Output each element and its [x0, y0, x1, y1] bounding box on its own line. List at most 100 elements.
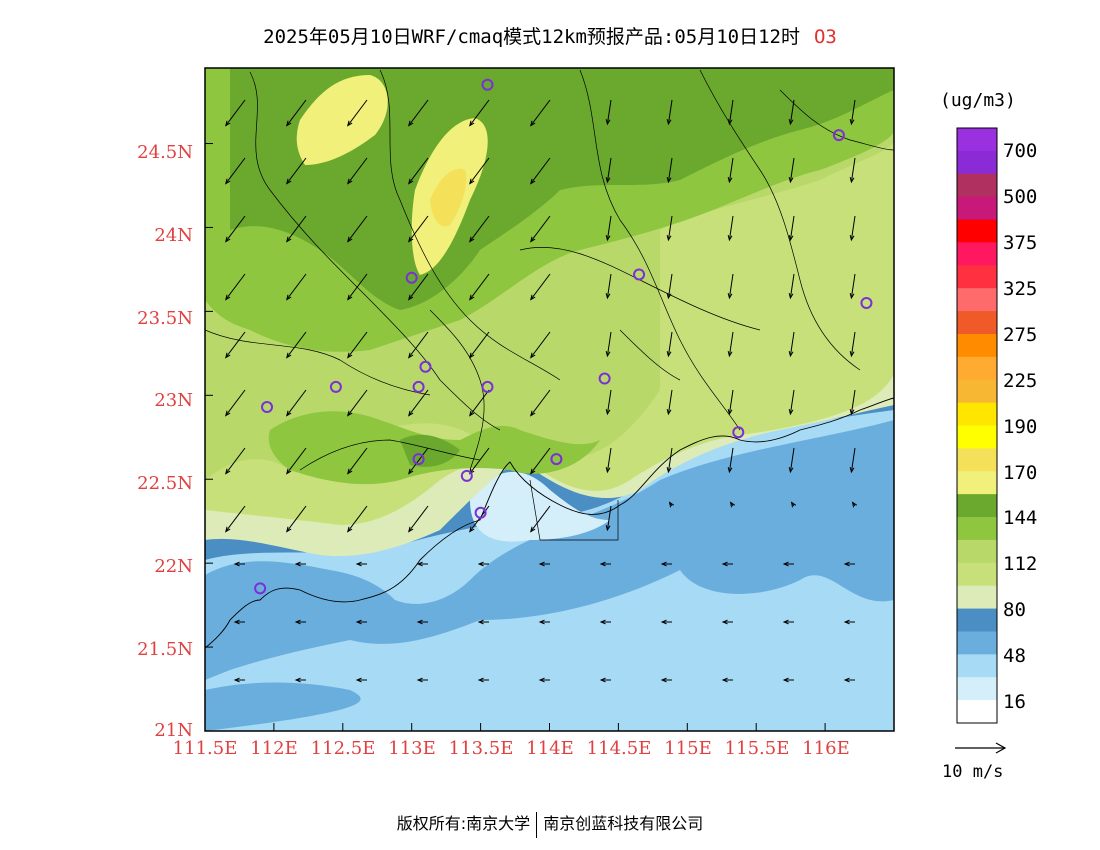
- colorbar-swatch: [957, 402, 997, 426]
- wind-arrow: [788, 331, 795, 358]
- wind-arrow: [788, 447, 795, 474]
- colorbar-swatch: [957, 265, 997, 289]
- station-marker: [860, 296, 873, 309]
- colorbar-swatch: [957, 700, 997, 724]
- wind-arrow: [530, 447, 551, 475]
- wind-arrow: [849, 99, 856, 126]
- x-tick-label: 113.5E: [448, 738, 514, 759]
- wind-arrow: [408, 505, 429, 533]
- wind-arrow: [666, 447, 673, 474]
- wind-arrow: [408, 99, 429, 127]
- station-marker: [329, 380, 342, 393]
- station-marker: [481, 380, 494, 393]
- wind-arrow: [849, 331, 856, 358]
- footer-divider: [536, 811, 538, 838]
- wind-arrow: [347, 273, 368, 301]
- wind-arrow: [225, 215, 246, 243]
- wind-arrow: [347, 447, 368, 475]
- wind-arrow: [788, 99, 795, 126]
- wind-arrow: [225, 389, 246, 417]
- colorbar-swatch: [957, 196, 997, 221]
- station-marker: [254, 582, 267, 595]
- wind-arrow: [233, 619, 245, 625]
- wind-arrow: [469, 215, 490, 243]
- colorbar-label: 170: [1003, 462, 1038, 484]
- wind-arrow: [233, 677, 245, 683]
- copyright-footer: 版权所有:南京大学 南京创蓝科技有限公司: [0, 810, 1100, 838]
- wind-arrow: [408, 331, 429, 359]
- wind-arrow: [225, 273, 246, 301]
- title-main: 2025年05月10日WRF/cmaq模式12km预报产品:05月10日12时: [263, 26, 800, 48]
- wind-arrow: [843, 561, 855, 567]
- wind-arrow: [849, 215, 856, 242]
- wind-arrow: [843, 677, 855, 683]
- wind-arrow: [408, 447, 429, 475]
- colorbar-label: 225: [1003, 370, 1038, 392]
- y-tick-label: 22.5N: [137, 473, 193, 494]
- wind-arrow: [666, 99, 673, 126]
- wind-reference-label: 10 m/s: [942, 762, 1004, 782]
- wind-arrow: [729, 501, 736, 508]
- wind-arrow: [721, 677, 733, 683]
- wind-arrow: [599, 677, 611, 683]
- wind-vectors: [225, 99, 858, 683]
- station-marker: [732, 426, 745, 439]
- wind-arrow: [538, 561, 550, 567]
- colorbar-swatch: [957, 219, 997, 243]
- station-marker: [481, 78, 494, 91]
- colorbar-label: 190: [1003, 416, 1038, 438]
- wind-arrow: [347, 505, 368, 533]
- wind-arrow: [286, 273, 307, 301]
- wind-arrow: [355, 561, 367, 567]
- wind-arrow: [347, 157, 368, 185]
- wind-arrow: [605, 215, 612, 242]
- colorbar-label: 275: [1003, 324, 1038, 346]
- colorbar-label: 325: [1003, 278, 1038, 300]
- wind-arrow: [727, 273, 734, 300]
- colorbar-swatch: [957, 288, 997, 312]
- wind-arrow: [605, 157, 612, 184]
- wind-arrow: [225, 447, 246, 475]
- wind-arrow: [286, 215, 307, 243]
- wind-arrow: [408, 215, 429, 243]
- wind-arrow: [782, 561, 794, 567]
- wind-arrow: [782, 619, 794, 625]
- colorbar-swatch: [957, 539, 997, 564]
- wind-arrow: [666, 273, 673, 300]
- colorbar-swatch: [957, 677, 997, 701]
- station-marker: [550, 453, 563, 466]
- wind-arrow: [788, 273, 795, 300]
- wind-arrow: [530, 99, 551, 127]
- x-tick-label: 115.5E: [724, 738, 790, 759]
- footer-left: 版权所有:南京大学: [396, 814, 531, 833]
- x-tick-label: 115E: [664, 738, 712, 759]
- wind-arrow: [294, 677, 306, 683]
- wind-arrow: [530, 389, 551, 417]
- colorbar-swatch: [957, 631, 997, 655]
- wind-arrow: [538, 619, 550, 625]
- colorbar-label: 16: [1003, 691, 1026, 713]
- wind-arrow: [233, 561, 245, 567]
- wind-arrow: [530, 331, 551, 359]
- y-tick-label: 23.5N: [137, 308, 193, 329]
- x-tick-label: 116E: [802, 738, 850, 759]
- colorbar-swatch: [957, 311, 997, 335]
- station-marker: [474, 506, 487, 519]
- colorbar-swatch: [957, 173, 997, 198]
- coastline: [205, 397, 894, 649]
- wind-arrow: [599, 561, 611, 567]
- colorbar-swatch: [957, 379, 997, 404]
- wind-arrow: [347, 215, 368, 243]
- wind-arrow: [469, 273, 490, 301]
- wind-arrow: [849, 389, 856, 416]
- wind-arrow: [660, 677, 672, 683]
- monitoring-stations: [254, 78, 873, 595]
- concentration-field: [205, 68, 894, 731]
- wind-arrow: [347, 331, 368, 359]
- wind-arrow: [666, 157, 673, 184]
- colorbar-label: 700: [1003, 140, 1038, 162]
- y-tick-label: 22N: [154, 556, 193, 577]
- colorbar-swatch: [957, 425, 997, 449]
- wind-arrow: [469, 157, 490, 185]
